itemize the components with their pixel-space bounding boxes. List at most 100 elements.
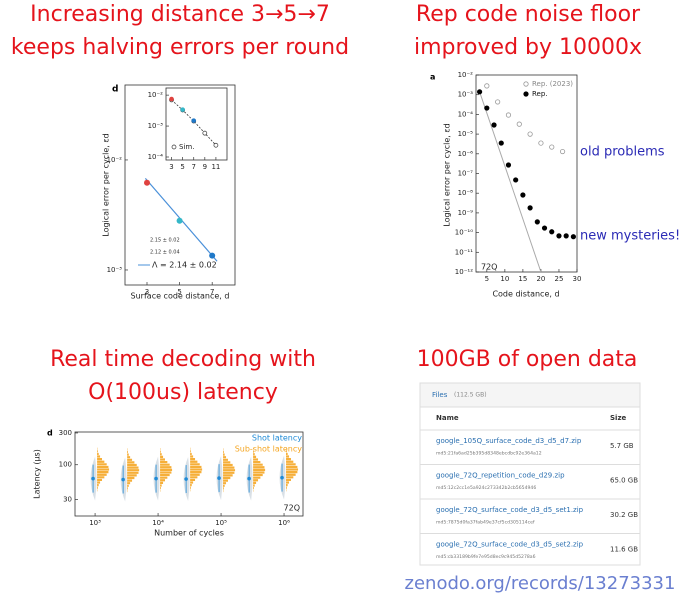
data-point <box>209 252 216 259</box>
exp-point <box>191 118 197 123</box>
y-tick-label: 10⁻³ <box>458 91 474 99</box>
data-point <box>563 233 569 239</box>
y-tick-label: 10⁻⁷ <box>458 170 474 178</box>
x-tick-label: 5 <box>177 288 181 296</box>
x-tick-label: 5 <box>485 275 489 283</box>
x-tick-label: 25 <box>555 275 564 283</box>
shot-latency <box>247 476 251 481</box>
y-tick-label: 30 <box>63 496 72 504</box>
x-tick-label: 3 <box>145 288 149 296</box>
file-md5: md5:12c2cc1e5a924c273342b2cb5654946 <box>436 485 536 491</box>
x-tick-label: 10³ <box>89 519 101 527</box>
panel-title: O(100us) latency <box>88 380 278 405</box>
data-point <box>570 234 576 240</box>
panel-label: d <box>47 429 53 438</box>
legend-marker <box>171 144 177 150</box>
exp-point <box>169 96 174 102</box>
y-tick-label: 10⁻⁴ <box>458 110 474 118</box>
file-name: google_72Q_surface_code_d3_d5_set1.zip <box>436 506 584 514</box>
y-axis-label: Logical error per cycle, εd <box>443 123 452 226</box>
file-size: 11.6 GB <box>610 546 638 554</box>
y-tick-label: 300 <box>59 429 72 437</box>
y-tick-label: 10⁻² <box>148 91 164 99</box>
panel-title: improved by 10000x <box>414 35 642 60</box>
data-point <box>534 219 540 225</box>
link: zenodo.org/records/13273331 <box>405 573 676 594</box>
y-tick-label: 10⁻² <box>458 71 474 79</box>
shot-latency <box>280 475 284 480</box>
y-axis-label: Logical error per cycle, εd <box>102 133 111 236</box>
x-tick-label: 7 <box>210 288 214 296</box>
file-md5: md5:cb33189b9fe7e95d8ec9c945d5278a6 <box>436 554 536 560</box>
data-point <box>549 144 555 150</box>
plot-frame <box>165 87 228 161</box>
x-tick-label: 7 <box>191 163 195 171</box>
sim-point <box>202 130 208 136</box>
data-point <box>498 140 504 146</box>
shot-latency <box>121 477 125 482</box>
data-point <box>520 192 526 198</box>
shot-latency <box>217 476 221 480</box>
sub-shot-latency <box>286 447 299 492</box>
sub-shot-latency <box>97 447 110 492</box>
data-point <box>513 177 519 183</box>
data-point <box>516 121 522 127</box>
y-tick-label: 10⁻⁴ <box>148 153 164 161</box>
table-frame <box>419 382 641 566</box>
data-point <box>538 140 544 146</box>
y-tick-label: 10⁻⁸ <box>458 189 474 197</box>
data-point <box>144 179 150 186</box>
y-tick-label: 10⁻¹⁰ <box>455 229 473 237</box>
legend-label: Rep. <box>532 90 548 98</box>
panel-title: Rep code noise floor <box>416 2 641 27</box>
column-header: Name <box>436 414 459 422</box>
fit-line <box>479 91 542 273</box>
column-header: Size <box>610 414 627 422</box>
legend-marker <box>523 81 529 87</box>
table-caption: Files <box>432 391 448 399</box>
y-tick-label: 10⁻³ <box>107 266 123 274</box>
panel-title: keeps halving errors per round <box>11 35 349 60</box>
plot-frame <box>475 74 578 273</box>
file-size: 65.0 GB <box>610 477 638 485</box>
sim-point <box>213 142 219 148</box>
shot-latency <box>184 477 188 481</box>
x-axis-label: Code distance, d <box>492 290 559 299</box>
table-caption-size: (112.5 GB) <box>454 392 487 399</box>
data-point <box>556 233 562 239</box>
data-point <box>484 105 490 111</box>
legend-label: Sub-shot latency <box>235 445 303 454</box>
tag: 72Q <box>284 504 300 513</box>
data-point <box>484 83 490 89</box>
x-tick-label: 9 <box>203 163 207 171</box>
data-point <box>495 99 501 105</box>
data-point <box>527 205 533 211</box>
file-size: 30.2 GB <box>610 511 638 519</box>
x-tick-label: 10⁴ <box>152 519 164 527</box>
x-axis-label: Number of cycles <box>154 529 224 538</box>
sim-line <box>171 99 217 146</box>
x-tick-label: 10⁶ <box>278 519 290 527</box>
legend-label: Shot latency <box>252 434 302 443</box>
file-name: google_105Q_surface_code_d3_d5_d7.zip <box>436 437 582 445</box>
file-md5: md5:21fa6ad25b395d8348ebcdbc92e364a12 <box>436 451 542 457</box>
file-size: 5.7 GB <box>610 442 634 450</box>
y-tick-label: 10⁻¹² <box>455 268 473 276</box>
x-tick-label: 20 <box>536 275 545 283</box>
panel-title: 100GB of open data <box>417 347 638 372</box>
shot-latency <box>91 476 95 481</box>
data-point <box>541 225 548 231</box>
y-tick-label: 10⁻¹¹ <box>455 248 473 256</box>
x-axis-label: Surface code distance, d <box>131 292 230 301</box>
y-tick-label: 10⁻⁹ <box>458 209 474 217</box>
data-point <box>491 122 497 128</box>
x-tick-label: 10⁵ <box>215 519 227 527</box>
y-tick-label: 10⁻⁵ <box>458 130 474 138</box>
data-point <box>505 162 512 168</box>
panel-title: Increasing distance 3→5→7 <box>30 2 330 27</box>
x-tick-label: 5 <box>180 163 184 171</box>
data-point <box>559 148 566 155</box>
y-tick-label: 10⁻³ <box>148 122 164 130</box>
